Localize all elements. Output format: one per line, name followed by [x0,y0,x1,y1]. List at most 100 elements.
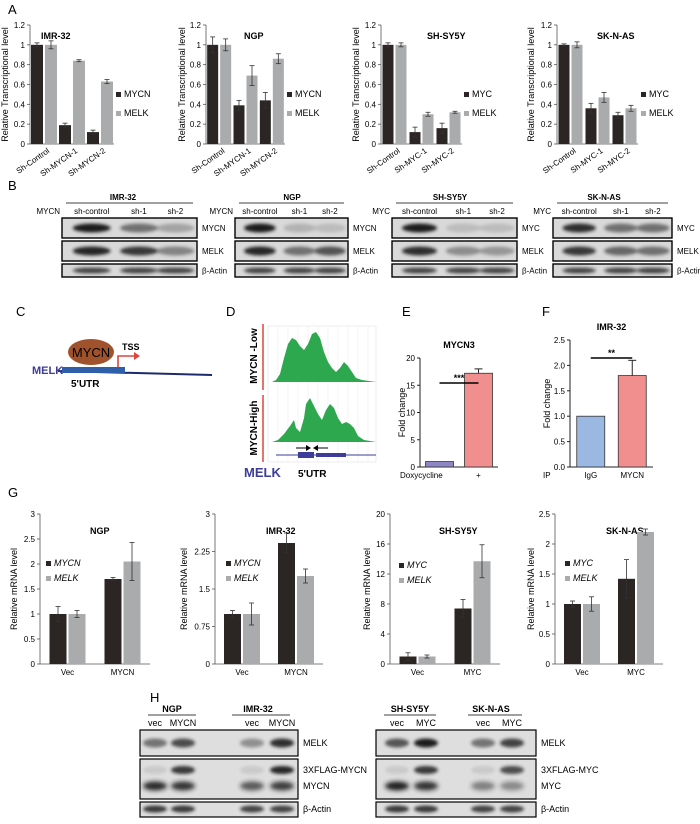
x-tick-label: MYC [627,668,645,677]
band [283,246,316,256]
blot-lane-label: sh-2 [645,207,661,216]
bar-myc [612,115,624,144]
blot-row-label: MYC [522,224,540,233]
blot-target-label: MYC [533,207,551,216]
track-low-label: MYCN -Low [249,328,260,384]
y-tick-label: 15 [406,381,415,390]
y-tick-label: 5 [411,436,416,445]
chart-a-sk-n-as: 0 0.2 0.4 0.6 0.8 1 1.2 Relative Transcriptiona… [526,21,674,176]
blot-h-1: SH-SY5Y SK-N-AS vec MYC vec MYC MELK 3XFLAG-MYC… [375,704,599,818]
y-tick-label: 1 [31,610,36,619]
bar-melk [101,81,113,144]
band [171,766,195,774]
y-tick-label: 1.5 [24,585,36,594]
panel-label-a: A [8,2,17,17]
bar-melk [473,561,491,664]
band [283,267,316,274]
y-tick-label: 0 [31,660,36,669]
band [636,267,670,274]
bar-mycn [278,543,295,664]
band [471,766,495,774]
band [240,738,264,748]
band [314,246,346,256]
y-tick-label: 20 [406,354,415,363]
bar-melk [243,614,260,664]
legend-swatch [46,561,51,566]
blots-layer: IMR-32 MYCN sh-control sh-1 sh-2 MYCN MELK β-Ac… [36,193,700,818]
panel-c-schematic: MYCN TSS MELK 5'UTR [32,339,213,390]
legend-label: MELK [234,573,260,583]
y-tick-label: 0.8 [365,61,377,70]
melk-gene-label: MELK [32,365,63,377]
band [240,805,264,813]
y-tick-label: 1.5 [199,585,211,594]
blot-row-label: β-Actin [522,267,547,276]
x-tick-label: Vec [61,668,74,677]
utr-box [62,367,125,373]
bar-melk [418,656,436,664]
band [143,738,167,748]
blot-target-label: MYCN [209,207,233,216]
blot-lane-label: vec [148,718,163,728]
y-tick-label: 1 [21,41,26,50]
blot-row-label: MELK [303,738,328,748]
bar-melk [583,604,600,664]
bar-mycn [104,579,122,664]
y-axis-label: Fold change [542,379,552,429]
blot-b-ngp: NGP MYCN sh-control sh-1 sh-2 MYCN MELK β-Actin [209,193,378,278]
band [143,766,167,774]
band [604,246,638,256]
blot-row-label: β-Actin [303,804,331,814]
y-tick-label: 0.4 [365,100,377,109]
blot-b-sk-n-as: SK-N-AS MYC sh-control sh-1 sh-2 MYC MELK β-Act… [533,193,700,278]
blot-cell-label: SH-SY5Y [391,704,430,714]
band [402,267,437,274]
y-tick-label: 0.2 [14,120,26,129]
y-tick-label: 16 [376,540,385,549]
band [562,246,596,256]
band [72,246,111,256]
blot-row-label: MYCN [303,781,330,791]
blot-lane-label: sh-control [74,207,109,216]
panel-label-b: B [8,178,17,193]
legend-label: MELK [649,108,674,118]
y-tick-label: 0.8 [541,61,553,70]
significance-label: *** [454,373,465,383]
blot-cell-label: SK-N-AS [587,193,621,202]
band [414,781,438,791]
band [270,781,294,791]
bar-melk [123,561,141,664]
y-tick-label: 4 [381,630,386,639]
band [240,781,264,791]
band [562,267,596,274]
blot-row-label: β-Actin [353,267,378,276]
y-axis-label: Relative Transcriptional level [351,27,361,142]
blot-lane-label: MYCN [170,718,197,728]
band [270,766,294,774]
y-tick-label: 3 [206,510,211,519]
blot-strip [139,758,299,800]
bar [464,372,493,468]
chart-g-ngp: 0 0.5 1 1.5 2 2.5 3 Relative mRNA level NGP Vec MY… [9,510,150,677]
bar-mycn [259,100,271,144]
legend-swatch [226,576,231,581]
y-tick-label: 1 [197,41,202,50]
blot-row-label: 3XFLAG-MYCN [303,765,367,775]
chart-title: SK-N-AS [597,31,635,41]
y-axis-label: Relative mRNA level [526,548,536,630]
y-tick-label: 0 [372,140,377,149]
legend-swatch [641,92,646,97]
y-axis-label: Relative mRNA level [362,548,372,630]
y-tick-label: 1 [548,41,553,50]
panel-d-tracks: MYCN -Low MYCN-High MELK 5'UTR [244,324,377,480]
legend-swatch [287,92,292,97]
bar-myc [558,44,570,145]
band [244,267,276,274]
y-axis-label: Relative mRNA level [9,548,19,630]
track-high-peak [272,398,376,442]
bar [576,415,606,468]
band [385,805,409,813]
primer-left-arrow [306,445,311,451]
